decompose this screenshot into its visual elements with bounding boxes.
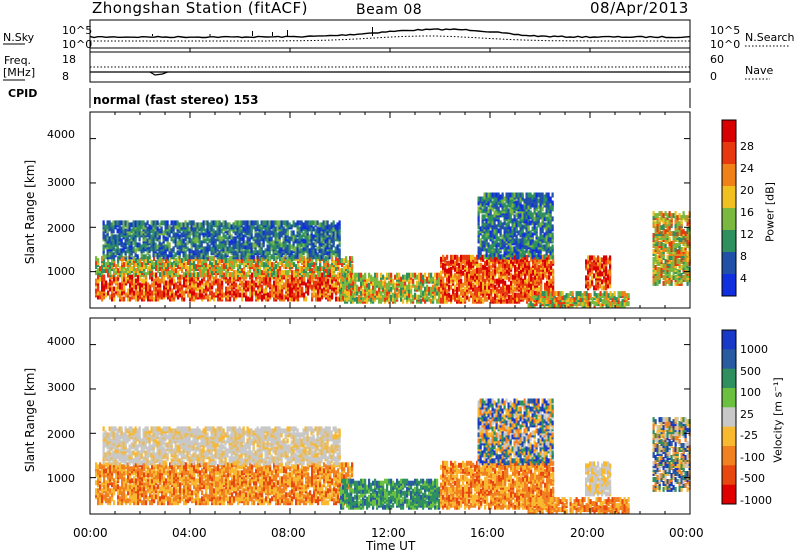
power-cb-tick-4: 4 xyxy=(740,272,747,285)
velocity-cb-tick-neg1000: -1000 xyxy=(740,494,772,507)
cpid-label: CPID xyxy=(8,87,38,100)
power-colorbar-swatch-3 xyxy=(722,186,736,209)
power-ytick-1000: 1000 xyxy=(47,265,75,278)
velocity-region-4 xyxy=(477,398,554,466)
nsearch-tick-bottom: 10^0 xyxy=(710,38,741,51)
power-region-6 xyxy=(527,291,630,309)
freq-dip xyxy=(149,71,168,76)
power-colorbar-swatch-0 xyxy=(722,120,736,143)
velocity-ytick-2000: 2000 xyxy=(47,428,75,441)
velocity-colorbar-swatch-6 xyxy=(722,446,736,466)
nsky-label: N.Sky xyxy=(3,31,35,44)
velocity-region-2 xyxy=(340,478,441,510)
nsky-tick-bottom: 10^0 xyxy=(62,38,93,51)
power-region-3 xyxy=(340,272,441,304)
freq-tick-bottom: 8 xyxy=(62,70,69,83)
power-region-5 xyxy=(477,192,554,260)
station-title: Zhongshan Station (fitACF) xyxy=(92,0,309,17)
velocity-region-7 xyxy=(652,417,691,492)
velocity-colorbar-swatch-1 xyxy=(722,349,736,370)
nsearch-label: N.Search xyxy=(745,31,795,44)
velocity-region-0 xyxy=(95,462,354,506)
cpid-mode-text: normal (fast stereo) 153 xyxy=(93,93,259,107)
power-region-4 xyxy=(440,254,555,304)
velocity-colorbar-swatch-4 xyxy=(722,407,736,428)
velocity-colorbar-swatch-7 xyxy=(722,465,736,486)
nave-tick-top: 60 xyxy=(710,53,724,66)
velocity-cb-tick-neg500: -500 xyxy=(740,472,765,485)
power-region-1 xyxy=(95,256,354,278)
power-cb-tick-20: 20 xyxy=(740,184,754,197)
power-colorbar-swatch-2 xyxy=(722,164,736,187)
power-ytick-4000: 4000 xyxy=(47,128,75,141)
xtick-2000: 20:00 xyxy=(570,526,605,540)
velocity-region-1 xyxy=(102,426,341,466)
beam-label: Beam 08 xyxy=(356,2,423,18)
power-ytick-3000: 3000 xyxy=(47,176,75,189)
nave-label: Nave xyxy=(745,64,774,77)
velocity-ytick-4000: 4000 xyxy=(47,335,75,348)
velocity-cb-tick-1000: 1000 xyxy=(740,343,768,356)
xtick-1600: 16:00 xyxy=(470,526,505,540)
freq-panel-frame xyxy=(89,51,691,83)
xtick-0000: 00:00 xyxy=(73,526,108,540)
xaxis-label: Time UT xyxy=(366,539,416,553)
xtick-0400: 04:00 xyxy=(172,526,207,540)
power-cb-tick-28: 28 xyxy=(740,140,754,153)
power-colorbar-frame xyxy=(721,119,737,297)
nave-tick-bottom: 0 xyxy=(710,70,717,83)
freq-tick-top: 18 xyxy=(62,53,76,66)
velocity-region-5 xyxy=(527,497,630,515)
velocity-colorbar-swatch-5 xyxy=(722,426,736,447)
xtick-2400: 00:00 xyxy=(669,526,704,540)
nsky-tick-top: 10^5 xyxy=(62,24,93,37)
power-region-2 xyxy=(102,220,341,260)
velocity-colorbar-swatch-2 xyxy=(722,368,736,389)
power-colorbar-swatch-4 xyxy=(722,208,736,231)
velocity-cb-tick-neg100: -100 xyxy=(740,451,765,464)
power-colorbar-swatch-7 xyxy=(722,274,736,297)
xtick-0800: 08:00 xyxy=(271,526,306,540)
velocity-ytick-3000: 3000 xyxy=(47,381,75,394)
power-colorbar-swatch-5 xyxy=(722,230,736,253)
velocity-cb-tick-25: 25 xyxy=(740,408,754,421)
freq-unit: [MHz] xyxy=(3,66,36,79)
velocity-colorbar-swatch-3 xyxy=(722,388,736,408)
power-colorbar-swatch-1 xyxy=(722,142,736,165)
power-colorbar-swatch-6 xyxy=(722,252,736,275)
power-cb-tick-16: 16 xyxy=(740,206,754,219)
freq-label: Freq. xyxy=(4,54,32,67)
xtick-1200: 12:00 xyxy=(371,526,406,540)
date-label: 08/Apr/2013 xyxy=(590,0,689,17)
nsky-line xyxy=(89,28,691,39)
power-ytick-2000: 2000 xyxy=(47,222,75,235)
power-cb-tick-12: 12 xyxy=(740,228,754,241)
power-cb-tick-8: 8 xyxy=(740,250,747,263)
sky-panel-frame xyxy=(89,19,691,49)
power-region-7 xyxy=(585,255,612,291)
velocity-cb-tick-neg25: -25 xyxy=(740,429,758,442)
velocity-ytick-1000: 1000 xyxy=(47,472,75,485)
velocity-colorbar-swatch-0 xyxy=(722,330,736,350)
nsearch-tick-top: 10^5 xyxy=(710,24,741,37)
velocity-region-6 xyxy=(585,461,612,497)
velocity-cb-tick-100: 100 xyxy=(740,386,761,399)
velocity-colorbar-frame xyxy=(721,329,737,505)
velocity-colorbar-swatch-8 xyxy=(722,484,736,505)
power-cb-tick-24: 24 xyxy=(740,162,754,175)
power-region-8 xyxy=(652,211,691,286)
velocity-cb-tick-500: 500 xyxy=(740,365,761,378)
